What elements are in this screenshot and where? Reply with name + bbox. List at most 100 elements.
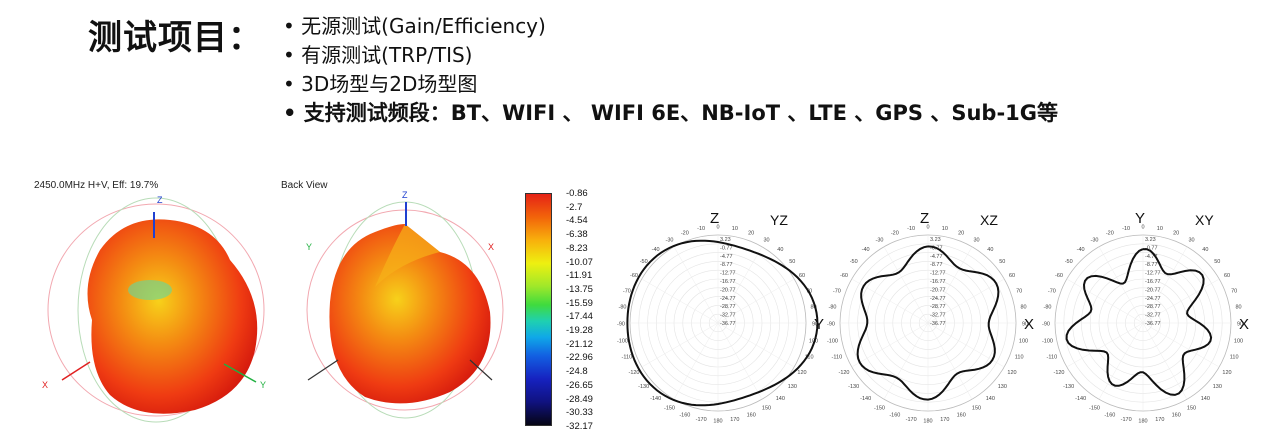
polar-ring-label: -28.77 — [930, 304, 946, 310]
polar-pattern-curve — [1065, 248, 1213, 396]
polar-angle-label: 100 — [1019, 338, 1028, 344]
polar-angle-label: -160 — [679, 413, 690, 419]
back-y-axis-label: Y — [306, 242, 312, 252]
color-scale-label: -8.23 — [566, 242, 588, 254]
back-3d-pattern: Z Y X — [306, 190, 504, 419]
polar-spoke — [717, 322, 795, 368]
polar-ring-label: -16.77 — [930, 279, 946, 285]
back-x-axis-label: X — [488, 242, 494, 252]
polar-angle-label: -140 — [860, 396, 871, 402]
polar-angle-label: -160 — [889, 413, 900, 419]
polar-side-axis-label: Y — [814, 316, 824, 333]
polar-angle-label: 40 — [987, 247, 993, 253]
polar-side-axis-label: X — [1239, 316, 1249, 333]
color-scale-label: -30.33 — [566, 407, 593, 419]
polar-spoke — [1066, 278, 1144, 324]
polar-ring-label: -8.77 — [930, 262, 943, 268]
polar-angle-label: -150 — [874, 406, 885, 412]
front-y-axis-line — [223, 363, 257, 383]
polar-ring-label: -24.77 — [1145, 296, 1161, 302]
color-scale-label: -28.49 — [566, 393, 593, 405]
polar-angle-label: 130 — [998, 384, 1007, 390]
polar-spoke — [717, 322, 763, 400]
polar-angle-label: 130 — [788, 384, 797, 390]
polar-angle-label: -30 — [876, 237, 884, 243]
polar-angle-label: 170 — [1155, 417, 1164, 423]
color-scale-label: -22.96 — [566, 352, 593, 364]
polar-angle-label: 40 — [1202, 247, 1208, 253]
polar-ring-label: -32.77 — [1145, 313, 1161, 319]
polar-angle-label: -10 — [907, 226, 915, 232]
polar-ring-label: -28.77 — [1145, 304, 1161, 310]
polar-angle-label: 160 — [747, 413, 756, 419]
polar-angle-label: -20 — [891, 230, 899, 236]
polar-spoke — [641, 322, 719, 368]
polar-spoke — [1098, 246, 1144, 324]
polar-angle-label: -170 — [1121, 417, 1132, 423]
polar-plane-label: XZ — [980, 212, 998, 228]
polar-spoke — [1142, 322, 1188, 400]
polar-angle-label: -100 — [617, 338, 628, 344]
polar-angle-label: 90 — [1237, 322, 1243, 328]
back-right-axis-line — [469, 359, 493, 381]
front-3d-pattern: Z X Y — [42, 195, 266, 423]
polar-spoke — [1142, 322, 1220, 368]
polar-angle-label: -90 — [1042, 322, 1050, 328]
polar-angle-label: 0 — [716, 225, 719, 231]
polar-angle-label: 70 — [1231, 288, 1237, 294]
polar-angle-label: 80 — [1020, 305, 1026, 311]
front-pattern-surface — [87, 219, 258, 414]
polar-angle-label: 130 — [1213, 384, 1222, 390]
color-scale-label: -17.44 — [566, 311, 593, 323]
polar-angle-label: -40 — [1077, 247, 1085, 253]
polar-angle-label: -110 — [1047, 355, 1058, 361]
polar-spoke — [1142, 246, 1188, 324]
polar-ring-label: -16.77 — [1145, 279, 1161, 285]
polar-ring-label: -20.77 — [1145, 287, 1161, 293]
polar-ring-label: -12.77 — [720, 271, 736, 277]
polar-ring-label: -0.77 — [1145, 245, 1158, 251]
polar-angle-label: -130 — [638, 384, 649, 390]
polar-ring-label: -4.77 — [720, 254, 733, 260]
bullet-passive-test: 无源测试(Gain/Efficiency) — [283, 12, 1058, 41]
polar-angle-label: -40 — [862, 247, 870, 253]
polar-top-axis-label: Y — [1135, 210, 1145, 227]
polar-ring-label: 3.23 — [930, 237, 941, 243]
polar-angle-label: -140 — [1075, 396, 1086, 402]
polar-angle-label: 80 — [810, 305, 816, 311]
polar-ring-label: -12.77 — [930, 271, 946, 277]
polar-angle-label: -50 — [850, 259, 858, 265]
polar-angle-label: 160 — [957, 413, 966, 419]
polar-angle-label: 60 — [799, 273, 805, 279]
test-items-title: 测试项目： — [88, 18, 263, 58]
polar-ring-label: -32.77 — [720, 313, 736, 319]
polar-spoke — [851, 322, 929, 368]
polar-top-axis-label: Z — [710, 210, 719, 227]
front-y-axis-label: Y — [260, 380, 266, 390]
polar-ring-label: -4.77 — [1145, 254, 1158, 260]
bullet-supported-bands: 支持测试频段：BT、WIFI 、 WIFI 6E、NB-IoT 、LTE 、GP… — [283, 99, 1058, 128]
polar-angle-label: -150 — [664, 406, 675, 412]
polar-angle-label: 50 — [789, 259, 795, 265]
polar-plane-label: YZ — [770, 212, 788, 228]
polar-angle-label: 60 — [1009, 273, 1015, 279]
polar-angle-label: -80 — [618, 305, 626, 311]
polar-angle-label: 170 — [940, 417, 949, 423]
color-scale-label: -21.12 — [566, 338, 593, 350]
polar-angle-label: -120 — [628, 370, 639, 376]
polar-angle-label: -100 — [1042, 338, 1053, 344]
color-scale-bar — [525, 193, 552, 426]
polar-ring-label: -4.77 — [930, 254, 943, 260]
polar-angle-label: 20 — [958, 230, 964, 236]
polar-spoke — [883, 246, 929, 324]
polar-spoke — [927, 278, 1005, 324]
front-x-axis-label: X — [42, 380, 48, 390]
polar-ring-label: -20.77 — [720, 287, 736, 293]
polar-spoke — [717, 246, 763, 324]
polar-angle-label: -120 — [1053, 370, 1064, 376]
polar-angle-label: 40 — [777, 247, 783, 253]
polar-ring-label: -28.77 — [720, 304, 736, 310]
back-z-axis-label: Z — [402, 190, 408, 200]
color-scale-label: -19.28 — [566, 325, 593, 337]
polar-spoke — [883, 322, 929, 400]
